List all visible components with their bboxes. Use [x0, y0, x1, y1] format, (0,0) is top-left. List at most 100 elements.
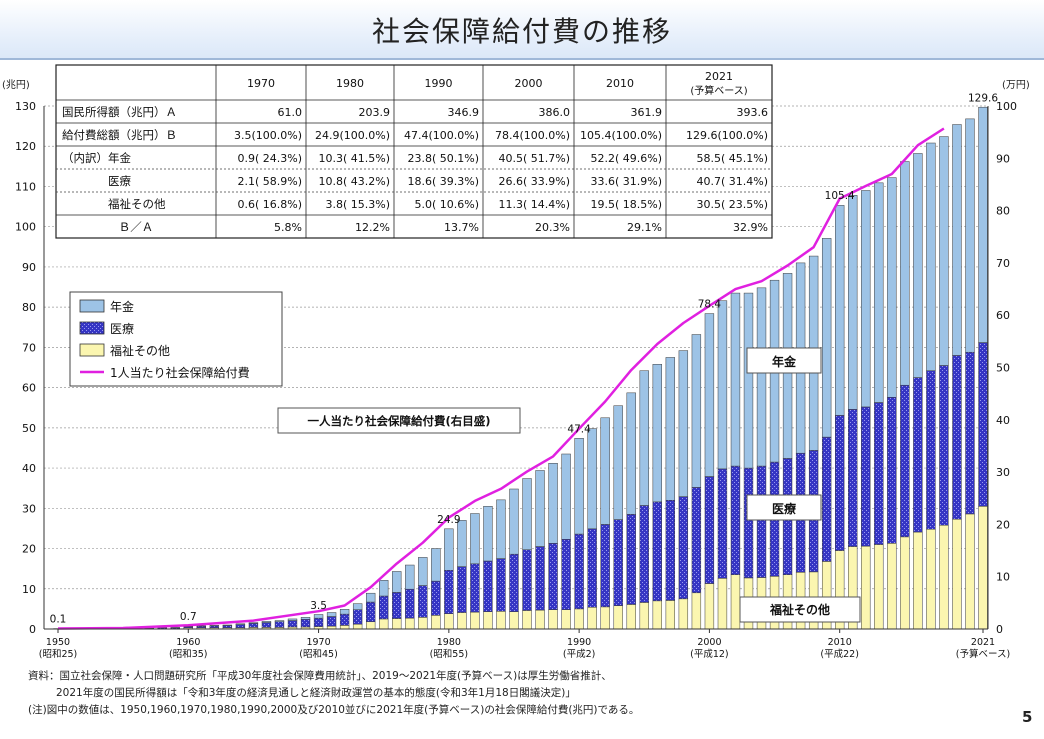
bar-welfare	[613, 605, 623, 630]
table-cell: 393.6	[737, 106, 769, 119]
bar-welfare	[639, 602, 649, 630]
bar-pension	[496, 499, 506, 559]
table-header-year: 1980	[336, 77, 364, 90]
table-cell: 52.2( 49.6%)	[590, 152, 662, 165]
bar-welfare	[717, 578, 728, 630]
bar-welfare	[965, 513, 975, 630]
bar-medical	[913, 377, 923, 533]
y-left-tick-label: 40	[22, 462, 36, 475]
bar-medical	[665, 500, 676, 601]
x-tick-label: 1990	[567, 637, 591, 648]
source-note-2: 2021年度の国民所得額は「令和3年度の経済見通しと経済財政運営の基本的態度(令…	[56, 687, 576, 699]
bar-welfare	[913, 531, 923, 630]
bar-medical	[535, 546, 545, 611]
bar-welfare	[600, 606, 610, 630]
bar-pension	[431, 548, 441, 582]
table-cell: 40.5( 51.7%)	[498, 152, 570, 165]
y-right-tick-label: 0	[996, 623, 1003, 636]
legend: 年金 医療 福祉その他 1人当たり社会保障給付費	[69, 291, 283, 387]
table-cell: 26.6( 33.9%)	[498, 175, 570, 188]
table-cell: 11.3( 14.4%)	[498, 198, 570, 211]
table-cell: 3.5(100.0%)	[234, 129, 302, 142]
bar-medical	[756, 465, 767, 578]
bar-pension	[248, 622, 259, 624]
x-tick-label: 2010	[828, 637, 852, 648]
bar-medical	[600, 524, 610, 608]
table-header-year: 1970	[247, 77, 275, 90]
bar-medical	[691, 487, 702, 594]
bar-medical	[574, 533, 584, 610]
bar-medical	[952, 355, 962, 520]
table-cell: 0.9( 24.3%)	[237, 152, 302, 165]
bar-welfare	[665, 600, 676, 630]
page-number: 5	[1022, 708, 1033, 726]
bar-welfare	[926, 528, 936, 630]
bar-welfare	[392, 618, 402, 630]
table-cell: 10.8( 43.2%)	[318, 175, 390, 188]
y-right-tick-label: 100	[996, 100, 1017, 113]
bar-pension	[717, 300, 728, 470]
bar-pension	[874, 182, 884, 403]
x-tick-sublabel: (平成2)	[563, 648, 595, 660]
bar-pension	[470, 513, 480, 565]
bar-welfare	[483, 611, 493, 630]
x-tick-sublabel: (昭和45)	[299, 649, 338, 660]
bar-medical	[730, 465, 741, 575]
y-right-tick-label: 70	[996, 257, 1010, 270]
x-tick-label: 1980	[437, 637, 461, 648]
bar-medical	[392, 592, 402, 619]
bar-medical	[939, 365, 949, 526]
bar-medical	[405, 588, 415, 619]
table-header-year: 2010	[606, 77, 634, 90]
table-row-label: 医療	[108, 174, 131, 188]
bar-pension	[418, 557, 428, 586]
legend-swatch-welfare	[79, 343, 105, 357]
source-note-1: 資料：国立社会保障・人口問題研究所「平成30年度社会保障費用統計」、2019～2…	[28, 670, 612, 682]
bar-medical	[613, 519, 623, 606]
bar-welfare	[652, 600, 662, 630]
y-left-tick-label: 80	[22, 301, 36, 314]
bar-medical	[626, 514, 636, 605]
y-left-tick-label: 90	[22, 261, 36, 274]
title-band	[0, 0, 1044, 60]
bar-medical	[313, 617, 324, 627]
legend-swatch-pension	[79, 299, 105, 313]
y-right-tick-label: 10	[996, 571, 1010, 584]
bar-medical	[639, 505, 649, 603]
total-value-label: 3.5	[310, 600, 327, 612]
bar-medical	[587, 528, 597, 608]
bar-medical	[496, 558, 506, 612]
bar-pension	[887, 177, 897, 398]
table-cell: 33.6( 31.9%)	[590, 175, 662, 188]
bar-welfare	[509, 611, 519, 630]
bar-pension	[548, 462, 558, 544]
y-left-tick-label: 0	[29, 623, 36, 636]
bar-welfare	[339, 625, 350, 630]
bar-pension	[222, 624, 233, 626]
y-left-tick-label: 50	[22, 422, 36, 435]
bar-medical	[300, 619, 311, 628]
bar-medical	[561, 539, 571, 610]
table-cell: 203.9	[359, 106, 391, 119]
y-left-tick-label: 10	[22, 583, 36, 596]
y-left-tick-label: 30	[22, 502, 36, 515]
bar-welfare	[561, 609, 571, 630]
y-left-tick-label: 120	[15, 140, 36, 153]
bar-welfare	[470, 611, 480, 630]
y-left-tick-label: 20	[22, 543, 36, 556]
y-right-tick-label: 90	[996, 152, 1010, 165]
bar-pension	[209, 625, 220, 627]
bar-pension	[652, 364, 662, 503]
bar-welfare	[522, 610, 532, 630]
x-tick-sublabel: (平成12)	[690, 648, 729, 660]
bar-medical	[444, 570, 454, 614]
source-note-3: (注)図中の数値は、1950,1960,1970,1980,1990,2000及…	[28, 704, 640, 716]
bar-medical	[926, 370, 936, 530]
total-value-label: 105.4	[825, 190, 855, 202]
bar-pension	[848, 195, 858, 410]
table-cell: 361.9	[631, 106, 663, 119]
bar-pension	[939, 136, 949, 366]
bar-pension	[522, 478, 532, 550]
bar-medical	[483, 560, 493, 612]
y-right-tick-label: 20	[996, 518, 1010, 531]
